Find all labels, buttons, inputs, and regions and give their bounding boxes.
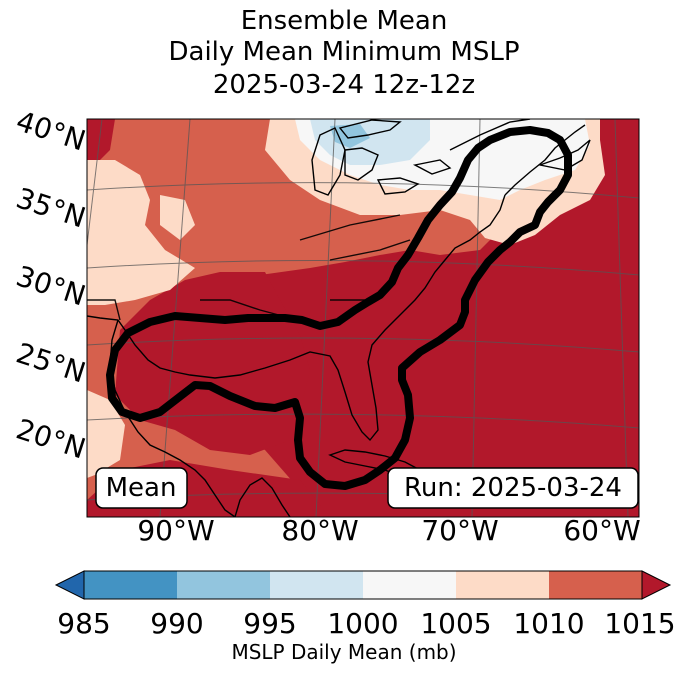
mean-label: Mean	[106, 473, 177, 503]
lat-label-20: 20°N	[12, 412, 89, 465]
title-line-2: Daily Mean Minimum MSLP	[168, 37, 520, 67]
colorbar-tick-990: 990	[150, 607, 203, 640]
map-area: Mean Run: 2025-03-24	[87, 119, 639, 517]
colorbar-tick-1005: 1005	[420, 607, 491, 640]
colorbar-segment-1010	[549, 571, 642, 599]
colorbar-tick-985: 985	[57, 607, 110, 640]
mslp-field-1005-west-patch	[160, 195, 195, 240]
colorbar-tick-1015: 1015	[604, 607, 675, 640]
colorbar-tick-1000: 1000	[327, 607, 398, 640]
colorbar-label: MSLP Daily Mean (mb)	[231, 640, 457, 664]
title-line-1: Ensemble Mean	[240, 6, 448, 36]
lat-label-35: 35°N	[12, 181, 89, 234]
run-label-box	[387, 467, 639, 509]
mean-contour	[106, 126, 572, 490]
colorbar-segment-995	[270, 571, 363, 599]
lat-label-40: 40°N	[12, 104, 89, 157]
mslp-field-1005-sw	[87, 390, 125, 478]
lon-label-90: 90°W	[137, 514, 214, 547]
mslp-field-1005-west	[87, 160, 195, 305]
run-label: Run: 2025-03-24	[404, 473, 622, 503]
colorbar-extend-high	[641, 570, 672, 600]
colorbar-segment-990	[177, 571, 270, 599]
lon-label-70: 70°W	[421, 514, 498, 547]
lon-label-60: 60°W	[563, 514, 640, 547]
colorbar-tick-995: 995	[243, 607, 296, 640]
colorbar-segment-985	[84, 571, 177, 599]
lat-label-25: 25°N	[12, 336, 89, 389]
colorbar-segment-1005	[456, 571, 549, 599]
mslp-field-1015-nw	[87, 119, 115, 168]
colorbar-frame	[83, 570, 643, 600]
lon-label-80: 80°W	[281, 514, 358, 547]
title-line-3: 2025-03-24 12z-12z	[212, 70, 476, 100]
colorbar-segment-1000	[363, 571, 456, 599]
mean-label-box	[95, 467, 188, 509]
colorbar: 985 990 995 1000 1005 1010 1015	[54, 570, 676, 640]
mslp-field-990	[330, 124, 370, 148]
colorbar-ticks: 985 990 995 1000 1005 1010 1015	[57, 607, 675, 640]
lat-label-30: 30°N	[12, 259, 89, 312]
lon-labels: 90°W 80°W 70°W 60°W	[137, 514, 640, 547]
colorbar-tick-1010: 1010	[513, 607, 584, 640]
lat-labels: 40°N 35°N 30°N 25°N 20°N	[12, 104, 89, 465]
map-frame	[86, 118, 640, 518]
colorbar-extend-low	[54, 570, 85, 600]
